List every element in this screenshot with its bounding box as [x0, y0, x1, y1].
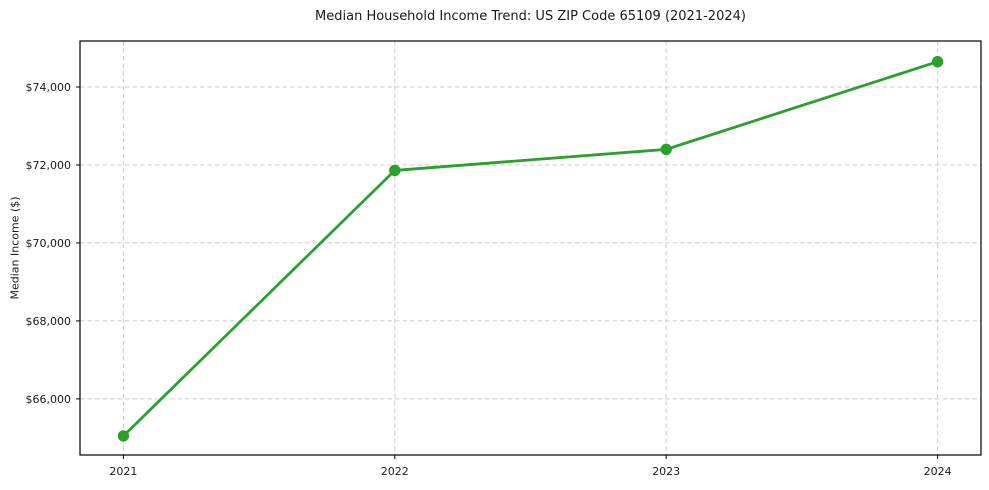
y-tick-label: $74,000: [26, 81, 72, 94]
data-point-2021: [117, 430, 130, 442]
x-tick-label: 2024: [924, 465, 952, 478]
trend-line: [122, 60, 939, 437]
x-tick-label: 2023: [652, 465, 680, 478]
y-tick-label: $66,000: [26, 393, 72, 406]
chart-title: Median Household Income Trend: US ZIP Co…: [315, 9, 746, 24]
data-point-2023: [660, 143, 672, 156]
data-point-2024: [931, 55, 944, 68]
x-tick-label: 2021: [109, 465, 137, 478]
y-tick-label: $68,000: [26, 315, 72, 328]
y-tick-label: $72,000: [26, 159, 72, 172]
plot-border: [79, 40, 982, 456]
data-point-2022: [389, 164, 401, 177]
y-tick-label: $70,000: [26, 237, 72, 250]
x-tick-label: 2022: [381, 465, 409, 478]
